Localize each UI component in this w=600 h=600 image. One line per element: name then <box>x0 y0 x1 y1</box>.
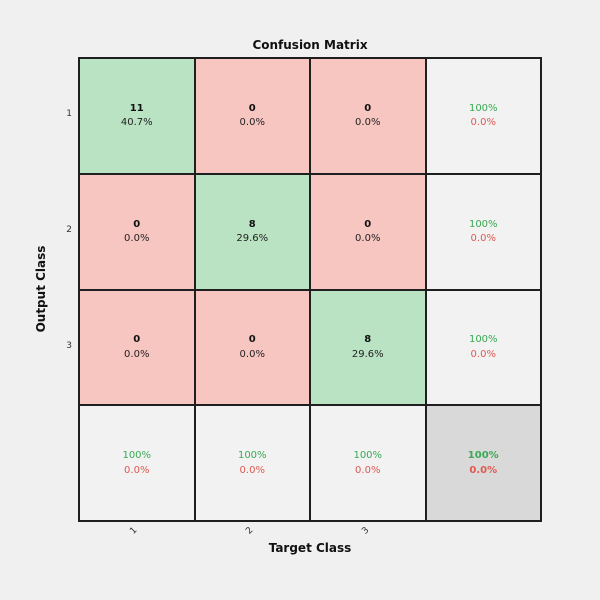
cell-positive-percent: 100% <box>122 450 152 462</box>
cell-negative-percent: 0.0% <box>470 117 496 129</box>
cell-positive-percent: 100% <box>468 218 498 230</box>
cell-positive-percent: 100% <box>467 450 499 462</box>
y-tick-3: 3 <box>66 341 72 351</box>
y-tick-2: 2 <box>66 225 72 235</box>
cell-positive-percent: 100% <box>237 450 267 462</box>
cell-count: 0 <box>364 102 372 114</box>
cell-percent: 29.6% <box>236 233 269 245</box>
x-tick-2: 2 <box>244 525 256 537</box>
cell-count: 0 <box>364 218 372 230</box>
cell-positive-percent: 100% <box>468 102 498 114</box>
cell-percent: 0.0% <box>355 233 381 245</box>
cell-row3-summary: 100% 0.0% <box>426 290 540 405</box>
cell-overall-summary: 100% 0.0% <box>426 406 540 520</box>
cell-count: 11 <box>129 102 144 114</box>
cell-negative-percent: 0.0% <box>239 464 265 476</box>
cell-percent: 0.0% <box>239 348 265 360</box>
cell-count: 0 <box>248 102 256 114</box>
chart-title: Confusion Matrix <box>252 38 368 52</box>
cell-negative-percent: 0.0% <box>470 233 496 245</box>
cell-negative-percent: 0.0% <box>470 348 496 360</box>
cell-count: 8 <box>248 218 256 230</box>
cell-output1-target3: 0 0.0% <box>311 59 425 173</box>
cell-percent: 0.0% <box>124 233 150 245</box>
cell-output1-target2: 0 0.0% <box>195 59 309 173</box>
x-tick-1: 1 <box>128 525 140 537</box>
x-axis-label: Target Class <box>268 541 352 555</box>
cell-percent: 0.0% <box>239 117 265 129</box>
y-axis-label: Output Class <box>34 245 48 333</box>
cell-count: 0 <box>133 334 141 346</box>
cell-row2-summary: 100% 0.0% <box>426 174 540 289</box>
cell-output3-target1: 0 0.0% <box>80 290 194 405</box>
cell-percent: 40.7% <box>120 117 153 129</box>
cell-negative-percent: 0.0% <box>124 464 150 476</box>
cell-output3-target2: 0 0.0% <box>195 290 309 405</box>
cell-output3-target3: 8 29.6% <box>311 290 425 405</box>
cell-col3-summary: 100% 0.0% <box>311 406 425 520</box>
cell-row1-summary: 100% 0.0% <box>426 59 540 173</box>
cell-col1-summary: 100% 0.0% <box>80 406 194 520</box>
y-tick-1: 1 <box>66 109 72 119</box>
cell-output2-target2: 8 29.6% <box>195 174 309 289</box>
cell-percent: 29.6% <box>351 348 384 360</box>
cell-count: 0 <box>133 218 141 230</box>
cell-negative-percent: 0.0% <box>355 464 381 476</box>
cell-percent: 0.0% <box>355 117 381 129</box>
cell-output1-target1: 11 40.7% <box>80 59 194 173</box>
cell-positive-percent: 100% <box>468 334 498 346</box>
cell-output2-target1: 0 0.0% <box>80 174 194 289</box>
cell-col2-summary: 100% 0.0% <box>195 406 309 520</box>
cell-negative-percent: 0.0% <box>469 464 498 476</box>
cell-positive-percent: 100% <box>353 450 383 462</box>
cell-output2-target3: 0 0.0% <box>311 174 425 289</box>
cell-count: 0 <box>248 334 256 346</box>
x-tick-3: 3 <box>360 525 372 537</box>
cell-count: 8 <box>364 334 372 346</box>
confusion-matrix-grid: 11 40.7% 0 0.0% 0 0.0% 100% 0.0% 0 0.0% … <box>78 57 542 522</box>
cell-percent: 0.0% <box>124 348 150 360</box>
